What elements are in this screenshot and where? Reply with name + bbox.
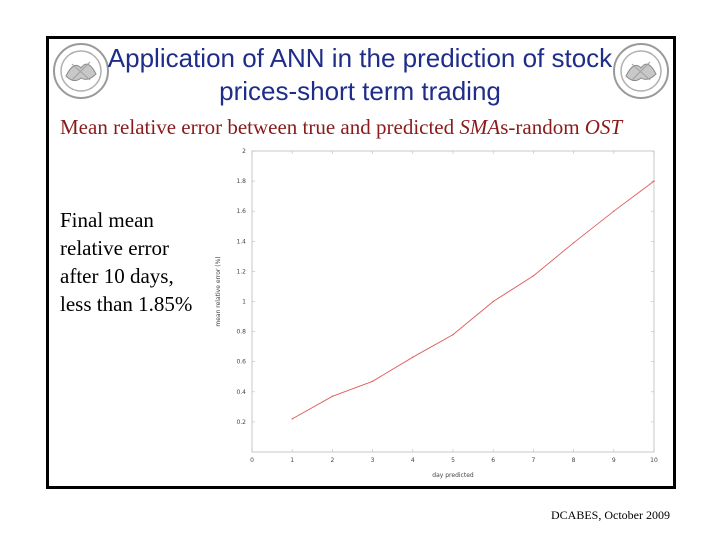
footer-text: DCABES, October 2009 [551,508,670,522]
y-tick-label: 1.8 [236,178,246,185]
slide-subtitle: Mean relative error between true and pre… [60,114,680,140]
data-point [331,395,334,398]
slide-title-line2: prices-short term trading [219,76,501,106]
subtitle-text-pre: Mean relative error between true and pre… [60,115,460,139]
data-point [412,356,414,358]
x-tick-label: 0 [250,457,254,464]
y-tick-label: 1 [242,299,246,306]
error-line-chart: 0.2 0.4 0.6 0.8 1 1.2 1.4 1.6 1.8 2 0 1 2 3 4 5 6 7 8 9 10 da… [215,148,658,479]
x-tick-label: 8 [572,457,576,464]
x-tick-label: 1 [290,457,294,464]
plot-area-border [251,150,655,453]
university-seal-icon [613,43,669,99]
slide-title-line1: Application of ANN in the prediction of … [107,43,613,73]
y-tick-label: 1.6 [236,208,246,215]
x-tick-label: 7 [531,457,535,464]
side-note-line: relative error [60,236,170,260]
y-tick-label: 0.4 [236,389,246,396]
data-point [532,275,535,277]
y-tick-label: 0.6 [236,359,246,366]
x-tick-label: 2 [330,457,334,464]
data-point [452,333,454,336]
y-tick-label: 1.4 [236,238,246,245]
x-tick-label: 9 [612,457,616,464]
y-tick-label: 0.8 [236,329,246,336]
x-axis-label: day predicted [432,472,474,479]
side-note-line: Final mean [60,208,154,232]
x-tick-label: 10 [650,457,658,464]
data-point [572,242,575,244]
data-point [371,380,374,382]
y-axis-label: mean relative error (%) [215,256,222,326]
slide-frame [46,36,676,489]
subtitle-text-sma: SMA [459,115,501,139]
subtitle-text-ost: OST [584,115,623,139]
x-tick-label: 4 [411,457,415,464]
data-point [492,300,494,303]
y-tick-label: 1.2 [236,268,246,275]
slide-title: Application of ANN in the prediction of … [60,42,660,108]
data-point [653,180,655,182]
x-tick-label: 5 [451,457,455,464]
subtitle-text-mid: s-random [500,115,585,139]
side-note: Final mean relative error after 10 days,… [60,206,210,318]
y-tick-label: 2 [242,148,246,155]
series-line [291,180,655,420]
university-seal-icon [53,43,109,99]
x-tick-label: 6 [491,457,495,464]
side-note-line: less than 1.85% [60,292,193,316]
data-point [291,418,293,420]
y-tick-label: 0.2 [236,419,246,426]
side-note-line: after 10 days, [60,264,174,288]
data-point [613,210,615,212]
x-tick-label: 3 [371,457,375,464]
